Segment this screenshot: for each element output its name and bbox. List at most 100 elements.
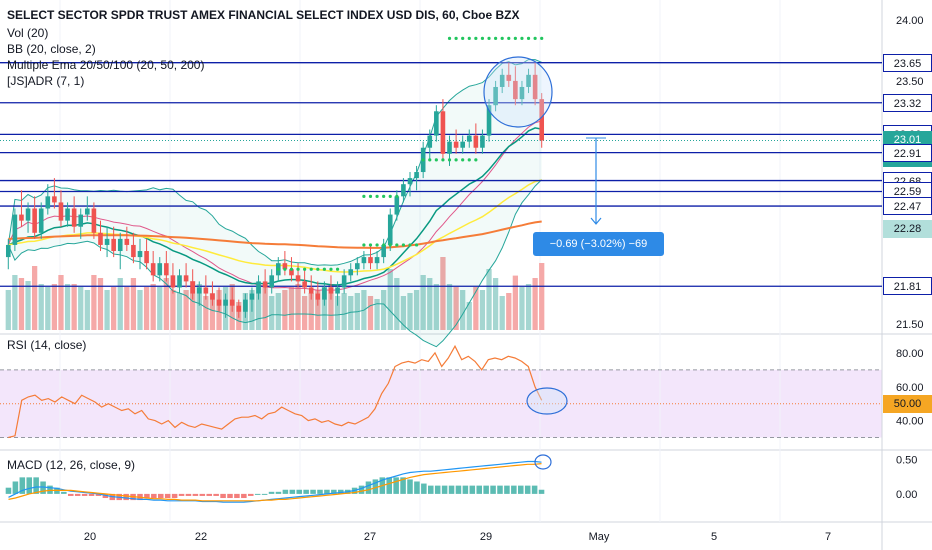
- candle-body: [170, 275, 176, 288]
- legend-macd[interactable]: MACD (12, 26, close, 9): [7, 458, 136, 472]
- candle-body: [223, 299, 228, 306]
- legend-ema[interactable]: Multiple Ema 20/50/100 (20, 50, 200): [7, 58, 205, 72]
- volume-bar: [45, 287, 51, 330]
- volume-bar: [321, 287, 328, 330]
- volume-bar: [170, 290, 176, 330]
- macd-highlight: [534, 454, 552, 470]
- time-tick: 22: [195, 531, 207, 543]
- candle-body: [91, 208, 97, 233]
- rsi-series: [0, 344, 882, 439]
- volume-bar: [203, 296, 209, 330]
- adr-dot: [309, 267, 313, 271]
- volume-bar: [466, 302, 472, 330]
- volume-bar: [25, 281, 31, 330]
- adr-dot: [408, 243, 412, 247]
- volume-bar: [32, 266, 38, 330]
- volume-bar: [486, 269, 492, 330]
- macd-histogram-bar: [393, 477, 399, 494]
- volume-bar: [209, 293, 216, 330]
- candle-body: [466, 135, 472, 142]
- candle-body: [374, 257, 380, 264]
- adr-dot: [421, 158, 425, 162]
- adr-dot: [467, 36, 471, 40]
- volume-bar: [532, 278, 538, 330]
- macd-histogram-bar: [310, 489, 316, 494]
- rsi-current-label: 50.00: [883, 394, 932, 413]
- time-tick: May: [589, 531, 610, 543]
- ema-lines: [8, 127, 542, 286]
- candle-body: [414, 172, 419, 179]
- macd-histogram-bar: [275, 491, 282, 494]
- signal-line: [8, 463, 542, 502]
- volume-bar: [367, 296, 374, 330]
- legend-bollinger[interactable]: BB (20, close, 2): [7, 42, 96, 56]
- grid: [59, 0, 781, 522]
- ema-50: [8, 179, 542, 273]
- macd-histogram-bar: [123, 493, 129, 501]
- macd-histogram-bar: [531, 485, 538, 494]
- macd-series: [5, 460, 545, 503]
- adr-dot: [335, 267, 340, 271]
- candle-body: [157, 263, 163, 276]
- macd-histogram-bar: [296, 489, 302, 494]
- macd-histogram-bar: [407, 479, 413, 494]
- macd-histogram-bar: [372, 479, 379, 494]
- candle-body: [328, 287, 334, 294]
- volume-bar: [460, 290, 466, 330]
- volume-bar: [302, 296, 308, 330]
- macd-histogram-bar: [88, 493, 95, 496]
- candle-body: [302, 281, 307, 288]
- adr-dot: [316, 267, 320, 271]
- time-tick: 29: [480, 531, 492, 543]
- adr-dot: [441, 158, 445, 162]
- volume-bar: [374, 299, 380, 330]
- volume-bar: [137, 290, 143, 330]
- adr-dot: [480, 36, 485, 40]
- adr-dot: [303, 267, 307, 271]
- candle-body: [131, 244, 136, 258]
- candle-body: [486, 105, 492, 136]
- candle-body: [71, 208, 77, 227]
- legend-adr[interactable]: [JS]ADR (7, 1): [7, 74, 85, 88]
- volume-bar: [183, 290, 189, 330]
- price-label-21-81: 21.81: [883, 277, 932, 296]
- volume-bar: [492, 278, 499, 330]
- macd-histogram-bar: [74, 493, 81, 496]
- macd-histogram-bar: [192, 493, 199, 496]
- candle-body: [137, 251, 143, 258]
- legend-volume[interactable]: Vol (20): [7, 26, 49, 40]
- legend-rsi[interactable]: RSI (14, close): [7, 338, 87, 352]
- volume-bar: [143, 287, 150, 330]
- annotations: [483, 56, 606, 470]
- volume-bar: [64, 284, 71, 330]
- volume-bar: [5, 290, 11, 330]
- volume-bar: [473, 287, 479, 330]
- adr-dot: [368, 243, 373, 247]
- macd-histogram-bar: [469, 485, 476, 494]
- volume-bar: [381, 290, 387, 330]
- adr-dot: [513, 36, 517, 40]
- horizontal-levels[interactable]: [0, 62, 882, 287]
- macd-histogram-bar: [524, 485, 531, 494]
- candle-body: [361, 257, 367, 264]
- macd-histogram-bar: [151, 493, 157, 499]
- adr-dot: [461, 158, 465, 162]
- ema-20: [8, 127, 542, 286]
- macd-histogram-bar: [317, 489, 323, 494]
- volume-bar: [104, 290, 110, 330]
- macd-histogram-bar: [185, 493, 192, 496]
- adr-dot: [461, 36, 465, 40]
- candle-body: [519, 86, 525, 100]
- candle-body: [117, 238, 123, 252]
- candle-body: [12, 214, 18, 245]
- candle-body: [282, 263, 288, 270]
- volume-bar: [400, 296, 407, 330]
- volume-bar: [71, 284, 77, 330]
- macd-histogram-bar: [12, 481, 19, 494]
- candle-body: [440, 111, 446, 154]
- adr-dot: [289, 267, 294, 271]
- candle-body: [526, 74, 531, 87]
- adr-dot: [296, 267, 300, 271]
- adr-dot: [520, 36, 524, 40]
